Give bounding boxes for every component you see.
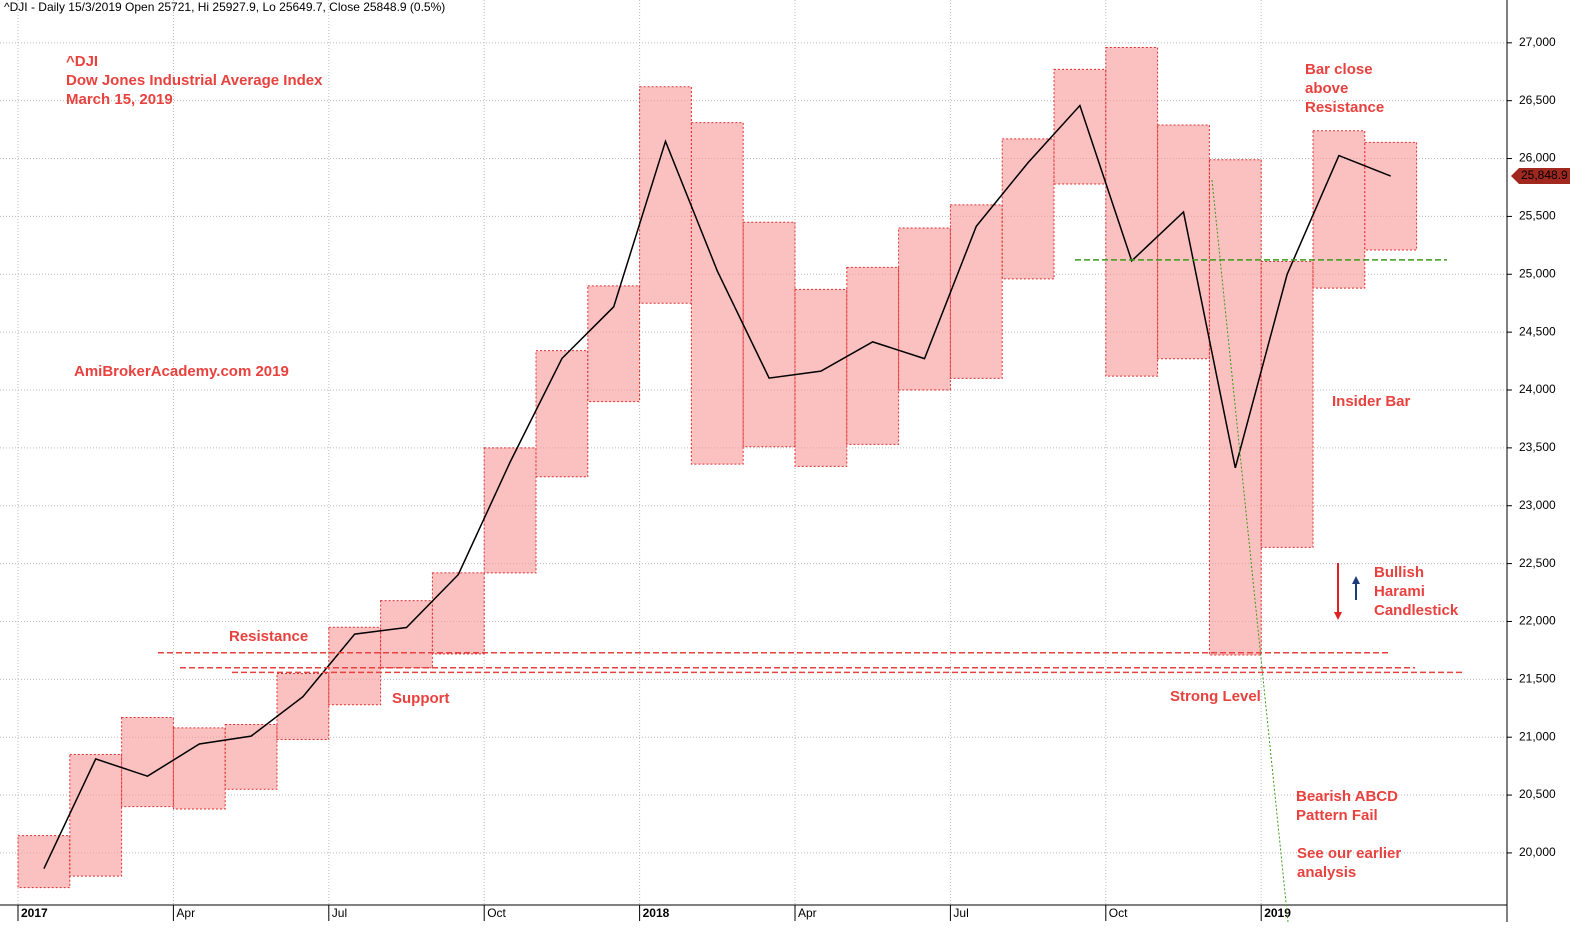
range-box	[1312, 130, 1366, 289]
y-tick-label: 26,500	[1519, 93, 1556, 107]
annotation: Bearish ABCD	[1296, 788, 1398, 805]
range-box	[328, 626, 382, 706]
annotation: Insider Bar	[1332, 393, 1411, 410]
range-box	[483, 447, 537, 574]
y-tick-label: 25,500	[1519, 209, 1556, 223]
range-box	[69, 754, 123, 877]
x-tick-label: 2017	[21, 906, 48, 920]
y-tick-label: 26,000	[1519, 151, 1556, 165]
last-price-label: 25,848.9	[1521, 168, 1568, 182]
range-box	[224, 723, 278, 790]
annotation: Candlestick	[1374, 602, 1459, 619]
y-tick-label: 21,500	[1519, 672, 1556, 686]
annotation: above	[1305, 80, 1348, 97]
y-tick-label: 24,500	[1519, 324, 1556, 338]
x-tick-label: 2019	[1264, 906, 1291, 920]
y-tick-label: 21,000	[1519, 729, 1556, 743]
annotation: analysis	[1297, 864, 1356, 881]
range-box	[535, 350, 589, 478]
range-box	[380, 600, 433, 669]
annotation: Support	[392, 690, 450, 707]
y-tick-label: 23,000	[1519, 498, 1556, 512]
y-tick-label: 25,000	[1519, 266, 1556, 280]
x-tick-label: Apr	[798, 906, 817, 920]
range-box	[949, 204, 1003, 379]
x-tick-label: Jul	[332, 906, 347, 920]
annotation: Harami	[1374, 583, 1425, 600]
y-tick-label: 22,000	[1519, 614, 1556, 628]
range-box	[742, 221, 796, 448]
annotation: Strong Level	[1170, 688, 1261, 705]
y-tick-label: 20,000	[1519, 845, 1556, 859]
x-tick-label: Oct	[487, 906, 506, 920]
range-box	[639, 86, 692, 304]
arrow-head	[1334, 612, 1342, 620]
range-box	[1157, 124, 1210, 360]
range-box	[121, 717, 174, 808]
annotation: Bar close	[1305, 61, 1373, 78]
arrow-head	[1352, 576, 1360, 584]
annotation: Resistance	[229, 628, 308, 645]
x-tick-label: Oct	[1109, 906, 1128, 920]
last-price-tag	[1511, 168, 1570, 185]
annotation: See our earlier	[1297, 845, 1401, 862]
range-box	[17, 835, 71, 889]
range-box	[1001, 138, 1055, 280]
y-tick-label: 24,000	[1519, 382, 1556, 396]
range-box	[846, 266, 900, 445]
range-box	[1105, 46, 1159, 377]
annotation: Resistance	[1305, 99, 1384, 116]
range-box	[1364, 141, 1418, 251]
chart-header: ^DJI - Daily 15/3/2019 Open 25721, Hi 25…	[4, 0, 445, 14]
x-tick-label: 2018	[643, 906, 670, 920]
range-box	[794, 288, 848, 467]
annotation: Pattern Fail	[1296, 807, 1378, 824]
x-tick-label: Apr	[176, 906, 195, 920]
trend-line	[1211, 179, 1289, 923]
y-tick-label: 20,500	[1519, 787, 1556, 801]
range-box	[587, 285, 641, 403]
y-tick-label: 22,500	[1519, 556, 1556, 570]
annotation: Bullish	[1374, 564, 1424, 581]
y-tick-label: 23,500	[1519, 440, 1556, 454]
range-box	[276, 673, 330, 741]
annotation: March 15, 2019	[66, 91, 173, 108]
annotation: AmiBrokerAcademy.com 2019	[74, 363, 289, 380]
x-tick-label: Jul	[953, 906, 968, 920]
y-tick-label: 27,000	[1519, 35, 1556, 49]
range-box	[898, 227, 951, 391]
annotation: Dow Jones Industrial Average Index	[66, 72, 323, 89]
annotation: ^DJI	[66, 53, 98, 70]
range-box	[690, 122, 744, 465]
range-box	[172, 727, 226, 810]
close-line	[43, 104, 1391, 869]
range-box	[1053, 68, 1107, 185]
range-box	[1260, 261, 1314, 548]
range-box	[431, 572, 485, 655]
